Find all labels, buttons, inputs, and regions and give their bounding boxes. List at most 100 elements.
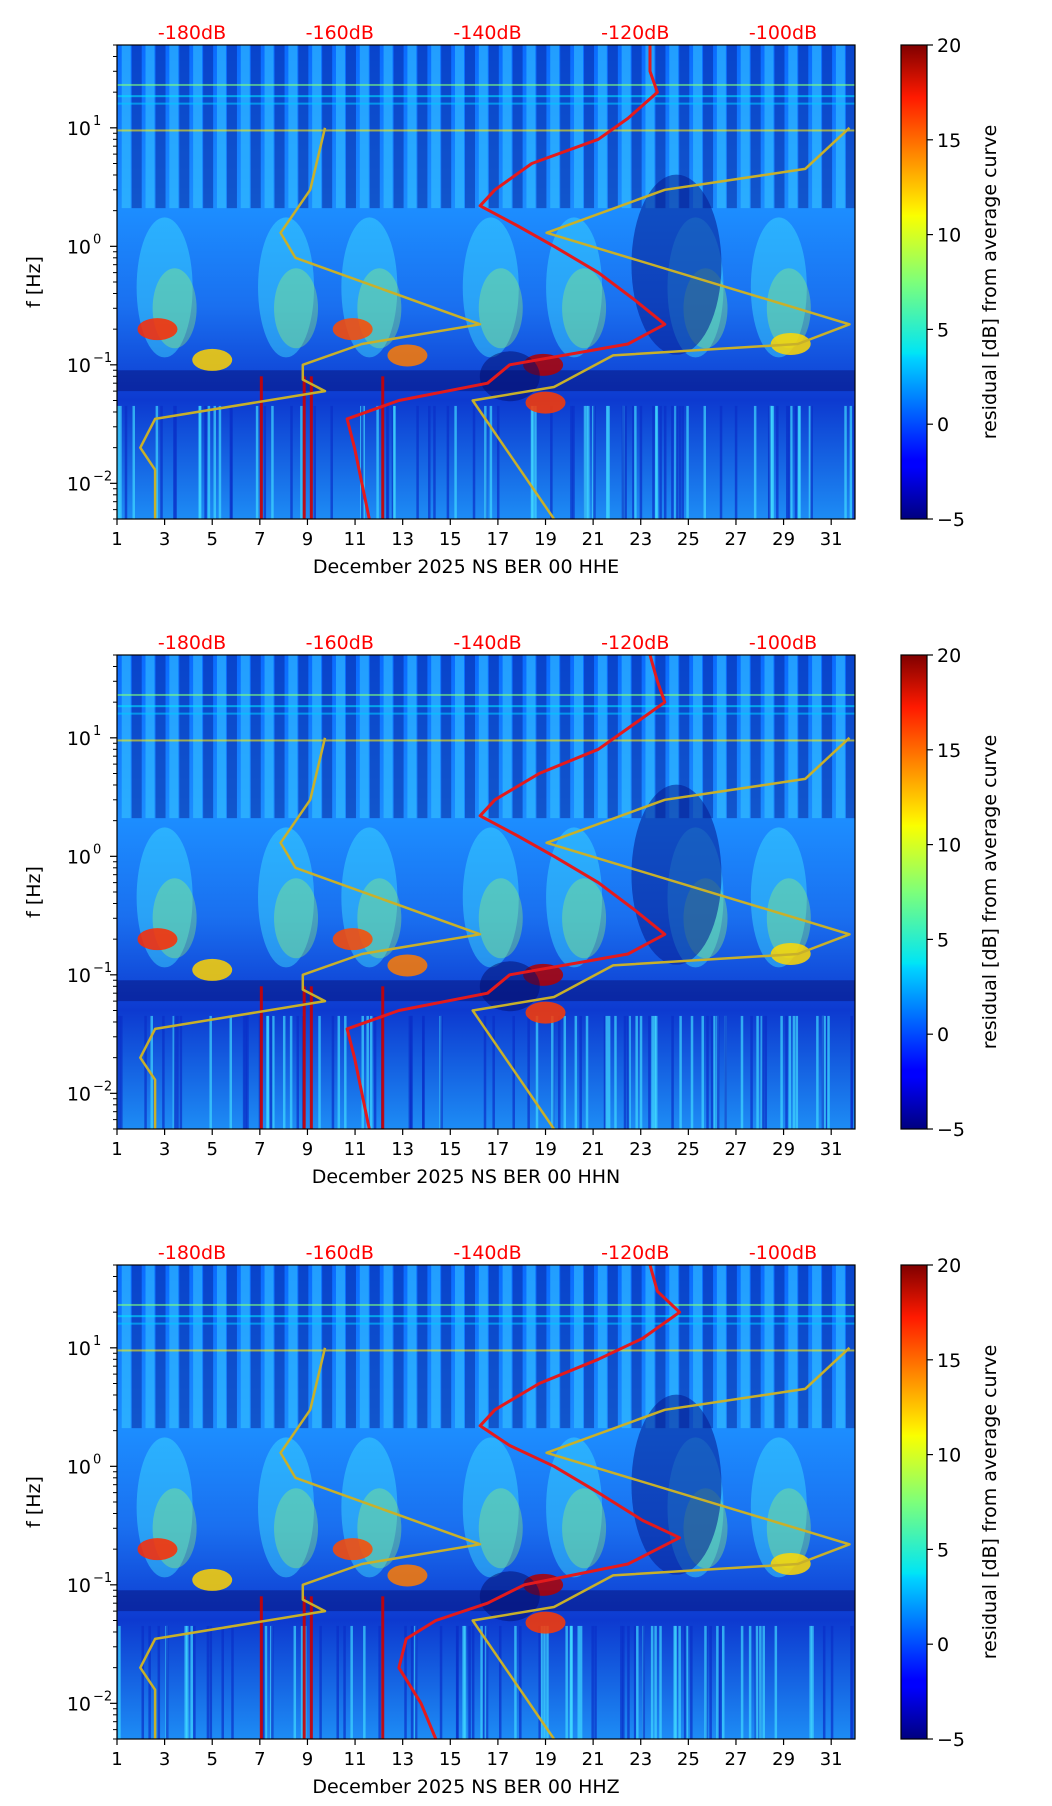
lf-streak bbox=[830, 1625, 834, 1739]
lf-streak bbox=[376, 405, 379, 519]
lf-streak bbox=[851, 1625, 854, 1739]
lf-streak bbox=[674, 405, 677, 519]
x-tick-label: 1 bbox=[111, 529, 122, 550]
hf-gap bbox=[512, 45, 523, 209]
microseism-band bbox=[478, 268, 523, 349]
lf-streak bbox=[716, 1625, 719, 1739]
lf-streak bbox=[242, 1015, 246, 1129]
hf-stripe bbox=[216, 45, 226, 209]
hf-stripe bbox=[740, 655, 750, 819]
hot-spot bbox=[387, 954, 428, 977]
x-tick-label: 19 bbox=[534, 1139, 557, 1160]
quiet-zone bbox=[631, 784, 722, 965]
top-axis-label: -100dB bbox=[749, 22, 817, 44]
hf-stripe bbox=[288, 655, 298, 819]
hf-gap bbox=[488, 1265, 499, 1429]
lf-streak bbox=[632, 405, 635, 519]
lf-streak bbox=[624, 405, 627, 519]
hf-line bbox=[117, 83, 855, 86]
lf-streak bbox=[264, 1625, 268, 1739]
hf-gap bbox=[703, 45, 714, 209]
hf-stripe bbox=[169, 655, 179, 819]
x-tick-label: 5 bbox=[206, 1139, 217, 1160]
hf-stripe bbox=[502, 655, 512, 819]
lf-streak bbox=[771, 405, 775, 519]
x-axis-label: December 2025 NS BER 00 HHN bbox=[312, 1166, 621, 1188]
hf-gap bbox=[845, 1265, 855, 1429]
lf-streak bbox=[633, 1625, 637, 1739]
hot-spot bbox=[387, 1564, 428, 1587]
lf-streak bbox=[585, 405, 588, 519]
lf-streak bbox=[734, 405, 738, 519]
x-tick-label: 7 bbox=[254, 1139, 265, 1160]
hf-gap bbox=[631, 655, 642, 819]
hf-stripe bbox=[407, 45, 417, 209]
lf-streak bbox=[605, 1015, 608, 1129]
colorbar: 20 15 10 5 0 −5 residual [dB] from average cur… bbox=[900, 645, 1001, 1141]
lf-streak bbox=[792, 1015, 796, 1129]
lf-streak bbox=[816, 1015, 819, 1129]
colorbar: 20 15 10 5 0 −5 residual [dB] from average cur… bbox=[900, 35, 1001, 531]
hf-gap bbox=[203, 1265, 214, 1429]
lf-streak bbox=[844, 405, 847, 519]
hf-gap bbox=[298, 1265, 309, 1429]
lf-streak bbox=[683, 1625, 687, 1739]
quiet-zone bbox=[479, 961, 540, 1012]
x-tick-label: 17 bbox=[486, 1139, 509, 1160]
hf-gap bbox=[274, 655, 285, 819]
hf-gap bbox=[536, 655, 547, 819]
hf-stripe bbox=[169, 1265, 179, 1429]
hf-gap bbox=[488, 45, 499, 209]
hf-gap bbox=[726, 655, 737, 819]
lf-streak bbox=[263, 1625, 266, 1739]
lf-streak bbox=[117, 405, 120, 519]
glitch-spike bbox=[302, 986, 306, 1129]
lf-streak bbox=[207, 405, 211, 519]
lf-streak bbox=[446, 405, 450, 519]
lf-streak bbox=[144, 1015, 147, 1129]
hf-stripe bbox=[597, 1265, 607, 1429]
lf-streak bbox=[709, 1625, 712, 1739]
lf-streak bbox=[433, 405, 436, 519]
hot-spot bbox=[525, 391, 566, 414]
lf-streak bbox=[563, 1015, 567, 1129]
x-tick-label: 21 bbox=[582, 1139, 605, 1160]
lf-streak bbox=[663, 405, 667, 519]
hf-gap bbox=[726, 1265, 737, 1429]
lf-streak bbox=[761, 1015, 765, 1129]
lf-streak bbox=[392, 405, 396, 519]
hot-spot bbox=[192, 1568, 233, 1591]
hf-gap bbox=[226, 45, 237, 209]
hf-gap bbox=[536, 1265, 547, 1429]
lf-streak bbox=[255, 405, 259, 519]
y-tick-label: 10 bbox=[67, 1338, 91, 1360]
lf-streak bbox=[622, 1625, 625, 1739]
lf-streak bbox=[193, 1625, 196, 1739]
colorbar-gradient bbox=[900, 654, 928, 1130]
lf-streak bbox=[456, 1625, 459, 1739]
hf-gap bbox=[274, 1265, 285, 1429]
lf-streak bbox=[190, 1625, 193, 1739]
x-tick-label: 9 bbox=[302, 1749, 313, 1770]
hf-gap bbox=[655, 1265, 666, 1429]
lf-streak bbox=[759, 1625, 762, 1739]
hf-stripe bbox=[716, 45, 726, 209]
top-axis-label: -140dB bbox=[453, 1242, 521, 1264]
hf-stripe bbox=[645, 1265, 655, 1429]
lf-streak bbox=[627, 1625, 630, 1739]
lf-streak bbox=[369, 1015, 373, 1129]
colorbar-tick-label: −5 bbox=[937, 1119, 965, 1141]
lf-streak bbox=[570, 405, 573, 519]
colorbar-tick-label: 0 bbox=[937, 1024, 949, 1046]
hf-line bbox=[117, 102, 855, 105]
lf-streak bbox=[162, 1015, 165, 1129]
x-tick-label: 29 bbox=[772, 1139, 795, 1160]
hf-stripe bbox=[240, 1265, 250, 1429]
x-tick-label: 23 bbox=[629, 1139, 652, 1160]
hf-gap bbox=[393, 45, 404, 209]
lf-streak bbox=[648, 1015, 651, 1129]
hf-stripe bbox=[716, 655, 726, 819]
x-tick-label: 25 bbox=[677, 1139, 700, 1160]
hot-spot bbox=[332, 318, 373, 341]
x-tick-label: 23 bbox=[629, 1749, 652, 1770]
